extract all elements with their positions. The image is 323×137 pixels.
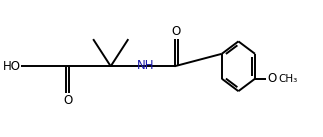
Text: CH₃: CH₃ bbox=[278, 74, 297, 84]
Text: HO: HO bbox=[2, 60, 20, 73]
Text: NH: NH bbox=[137, 59, 155, 72]
Text: O: O bbox=[63, 94, 72, 107]
Text: O: O bbox=[172, 25, 181, 38]
Text: O: O bbox=[268, 72, 277, 85]
